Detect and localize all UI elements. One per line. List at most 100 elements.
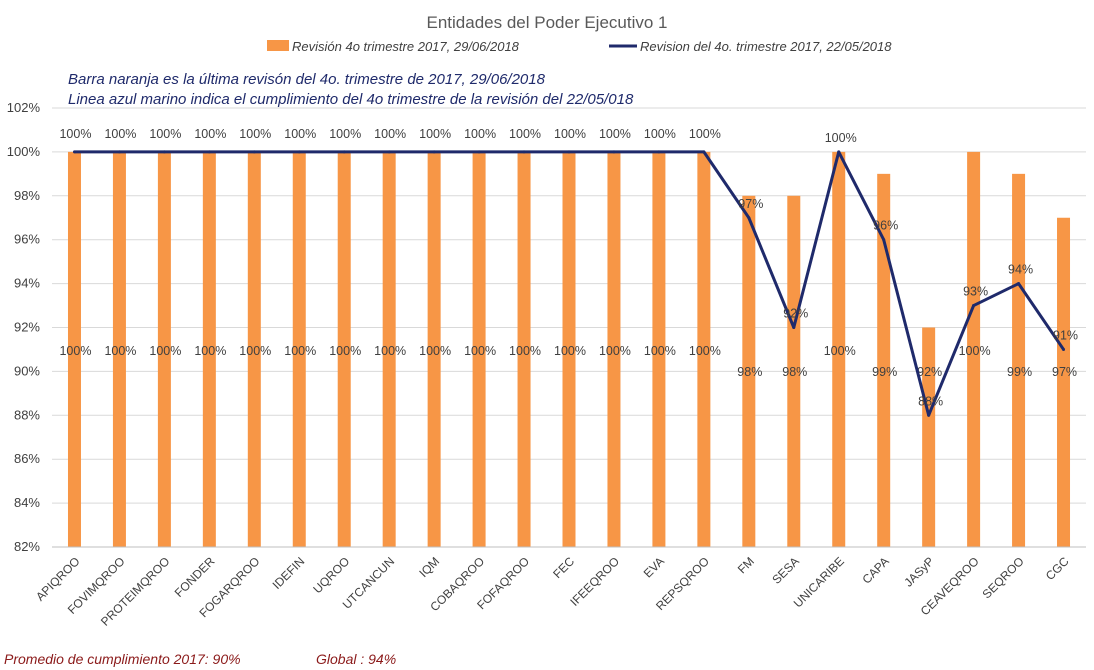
- x-tick-label: JASyP: [901, 554, 936, 589]
- bar: [652, 151, 666, 547]
- bar: [1012, 173, 1026, 547]
- bar-data-label: 100%: [239, 344, 271, 358]
- bar-data-label: 100%: [689, 344, 721, 358]
- x-tick-label: CAPA: [859, 554, 891, 586]
- bar-data-label: 100%: [554, 344, 586, 358]
- bar: [517, 151, 531, 547]
- bar: [607, 151, 621, 547]
- line-point: [117, 150, 121, 154]
- line-point: [657, 150, 661, 154]
- line-data-label: 100%: [374, 127, 406, 141]
- x-tick-label: EVA: [641, 554, 667, 580]
- bar: [337, 151, 351, 547]
- legend-label-bar: Revisión 4o trimestre 2017, 29/06/2018: [292, 39, 520, 54]
- bar-data-label: 100%: [194, 344, 226, 358]
- line-data-label: 96%: [873, 219, 898, 233]
- footer-global: Global : 94%: [316, 651, 396, 667]
- x-tick-label: SEQROO: [980, 554, 1027, 601]
- y-tick-label: 88%: [14, 407, 40, 422]
- line-data-label: 97%: [738, 197, 763, 211]
- bar-data-label: 99%: [1007, 365, 1032, 379]
- line-point: [72, 150, 76, 154]
- line-data-label: 100%: [599, 127, 631, 141]
- y-tick-label: 82%: [14, 539, 40, 554]
- y-tick-label: 86%: [14, 451, 40, 466]
- line-data-label: 100%: [194, 127, 226, 141]
- x-tick-label: IDEFIN: [270, 554, 308, 592]
- x-tick-label: CGC: [1043, 554, 1072, 583]
- line-point: [162, 150, 166, 154]
- line-point: [1017, 282, 1021, 286]
- line-data-label: 91%: [1053, 328, 1078, 342]
- bar: [382, 151, 396, 547]
- line-point: [792, 326, 796, 329]
- y-tick-label: 96%: [14, 232, 40, 247]
- line-point: [207, 150, 211, 154]
- line-point: [612, 150, 616, 154]
- x-tick-label: FEC: [550, 554, 577, 581]
- bar-data-label: 92%: [917, 365, 942, 379]
- line-point: [567, 150, 571, 154]
- line-point: [702, 150, 706, 154]
- bar-data-label: 100%: [419, 344, 451, 358]
- bar: [112, 151, 126, 547]
- y-tick-label: 84%: [14, 495, 40, 510]
- line-data-label: 100%: [644, 127, 676, 141]
- line-point: [1062, 347, 1066, 351]
- line-data-label: 100%: [284, 127, 316, 141]
- bar-data-label: 100%: [149, 344, 181, 358]
- bar-data-label: 100%: [59, 344, 91, 358]
- bar-data-label: 100%: [104, 344, 136, 358]
- x-tick-label: IFEEQROO: [567, 554, 622, 609]
- line-point: [297, 150, 301, 154]
- bar-data-label: 100%: [644, 344, 676, 358]
- line-point: [927, 413, 931, 417]
- line-point: [882, 238, 886, 242]
- line-data-label: 100%: [464, 127, 496, 141]
- bar: [832, 151, 846, 547]
- bar-data-label: 97%: [1052, 365, 1077, 379]
- line-data-label: 100%: [329, 127, 361, 141]
- bar: [967, 151, 981, 547]
- line-series: [72, 150, 1066, 417]
- line-data-label: 94%: [1008, 263, 1033, 277]
- annotation-bar-note: Barra naranja es la última revisón del 4…: [68, 71, 546, 88]
- line-point: [522, 150, 526, 154]
- bar: [922, 327, 936, 547]
- bar-data-label: 100%: [824, 344, 856, 358]
- line-data-label: 92%: [783, 307, 808, 321]
- bar: [292, 151, 306, 547]
- line-point: [252, 150, 256, 154]
- y-tick-label: 90%: [14, 363, 40, 378]
- x-tick-label: FONDER: [172, 554, 218, 600]
- line-data-label: 88%: [918, 394, 943, 408]
- bar: [787, 195, 801, 548]
- x-tick-label: SESA: [769, 554, 802, 587]
- bar-data-label: 99%: [872, 365, 897, 379]
- line-data-label: 100%: [149, 127, 181, 141]
- bar-data-label: 100%: [959, 344, 991, 358]
- line-point: [477, 150, 481, 154]
- bar: [427, 151, 441, 547]
- bar-data-label: 100%: [329, 344, 361, 358]
- bar: [697, 151, 711, 547]
- line-data-label: 93%: [963, 285, 988, 299]
- bar: [67, 151, 81, 547]
- annotation-line-note: Linea azul marino indica el cumplimiento…: [68, 91, 634, 108]
- chart-title: Entidades del Poder Ejecutivo 1: [427, 13, 668, 32]
- x-tick-label: IQM: [416, 554, 442, 580]
- y-tick-label: 92%: [14, 320, 40, 335]
- y-tick-label: 98%: [14, 188, 40, 203]
- line-data-label: 100%: [59, 127, 91, 141]
- line-data-label: 100%: [419, 127, 451, 141]
- bar-data-label: 100%: [374, 344, 406, 358]
- line-data-label: 100%: [825, 131, 857, 145]
- y-tick-label: 102%: [7, 100, 41, 115]
- bar-series: [67, 151, 1071, 548]
- line-point: [837, 150, 841, 154]
- bar: [247, 151, 261, 547]
- legend-label-line: Revision del 4o. trimestre 2017, 22/05/2…: [640, 39, 892, 54]
- bar-data-label: 98%: [782, 365, 807, 379]
